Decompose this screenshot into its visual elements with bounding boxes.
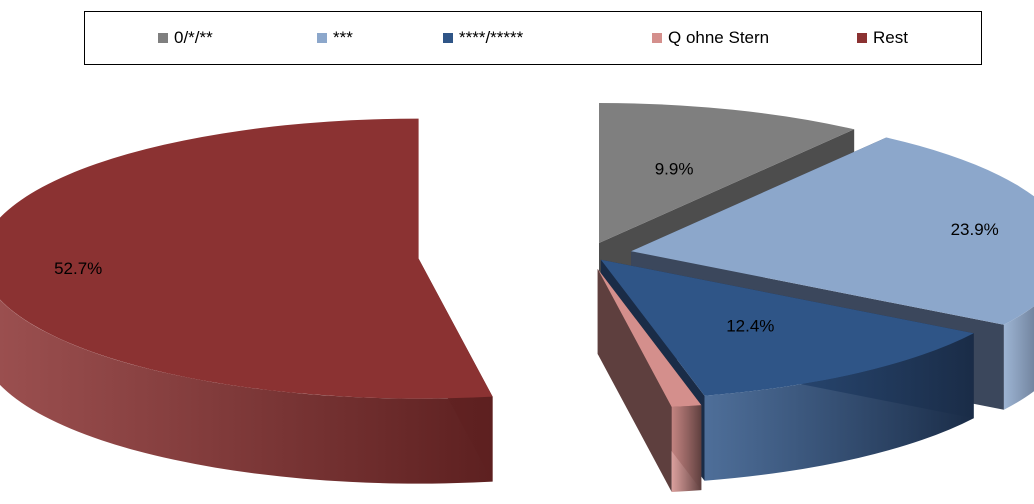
pie-slice-4-wall bbox=[0, 299, 493, 484]
pie-slice-0-top bbox=[599, 103, 855, 243]
data-label-4: 52.7% bbox=[54, 259, 102, 278]
legend-swatch-4 bbox=[857, 33, 867, 43]
legend-label-4: Rest bbox=[873, 28, 908, 47]
pie-slice-3-end-face bbox=[597, 269, 672, 492]
legend: 0/*/** *** ****/***** Q ohne Stern Rest bbox=[84, 11, 982, 65]
legend-item-4: Rest bbox=[857, 12, 908, 64]
legend-item-2: ****/***** bbox=[443, 12, 523, 64]
legend-label-3: Q ohne Stern bbox=[668, 28, 770, 47]
pie-slice-1-wall bbox=[1003, 306, 1034, 410]
legend-swatch-1 bbox=[317, 33, 327, 43]
legend-item-3: Q ohne Stern bbox=[652, 12, 769, 64]
data-label-1: 23.9% bbox=[951, 220, 999, 239]
pie-slice-4 bbox=[0, 118, 493, 484]
pie-slice-3-top bbox=[597, 269, 702, 407]
pie-slice-1-top bbox=[631, 137, 1034, 325]
pie-slice-4-top bbox=[0, 118, 493, 399]
legend-label-0: 0/*/** bbox=[174, 28, 213, 47]
legend-item-0: 0/*/** bbox=[158, 12, 213, 64]
pie-slice-2-wall bbox=[704, 333, 974, 481]
data-label-2: 12.4% bbox=[726, 316, 774, 335]
legend-swatch-0 bbox=[158, 33, 168, 43]
legend-swatch-2 bbox=[443, 33, 453, 43]
data-label-0: 9.9% bbox=[655, 159, 694, 178]
legend-swatch-3 bbox=[652, 33, 662, 43]
pie-slice-3-wall bbox=[671, 405, 702, 492]
pie-slice-3 bbox=[597, 269, 702, 492]
pie-slice-2-top bbox=[600, 259, 974, 396]
legend-label-2: ****/***** bbox=[459, 28, 524, 47]
legend-item-1: *** bbox=[317, 12, 353, 64]
legend-label-1: *** bbox=[333, 28, 353, 47]
